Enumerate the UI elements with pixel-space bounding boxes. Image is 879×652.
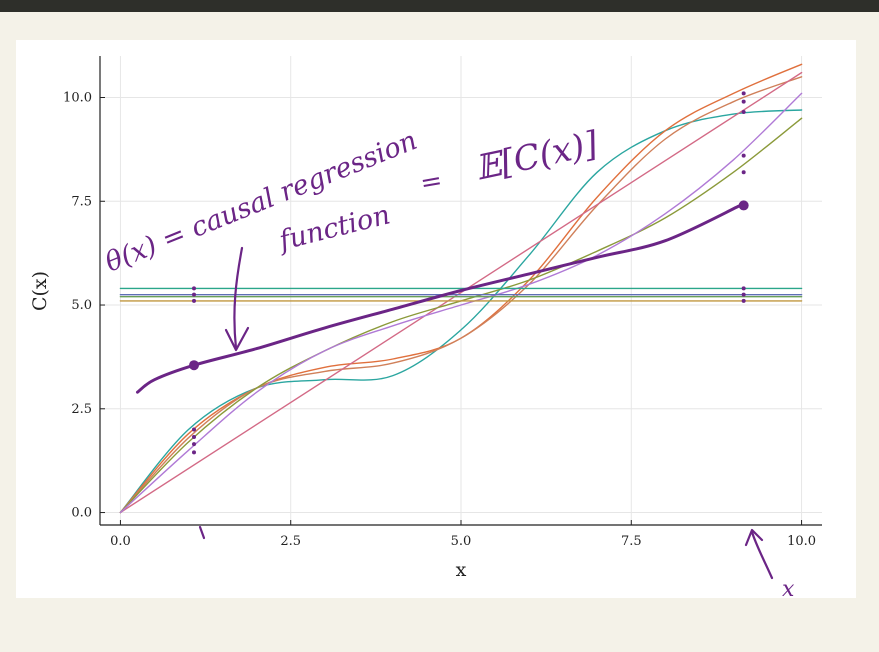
markers bbox=[188, 91, 749, 455]
series-layer bbox=[119, 63, 803, 514]
sample-dot bbox=[191, 292, 196, 297]
series-line-6 bbox=[119, 92, 803, 514]
annotation-x-mark: x bbox=[782, 577, 795, 598]
series-line-1 bbox=[119, 109, 803, 514]
sample-dot bbox=[741, 99, 746, 104]
series-causal-regression-line bbox=[136, 203, 742, 394]
y-tick-label: 7.5 bbox=[71, 194, 92, 209]
x-tick-label: 0.0 bbox=[110, 534, 131, 549]
x-tick-label: 2.5 bbox=[280, 534, 301, 549]
sample-dot bbox=[741, 110, 746, 115]
annotation-equals: = bbox=[418, 166, 445, 199]
series-line-4 bbox=[119, 71, 803, 514]
y-tick-label: 5.0 bbox=[71, 298, 92, 313]
x-tick-label: 5.0 bbox=[451, 534, 472, 549]
annotation-arrow-down bbox=[233, 246, 244, 350]
sample-dot bbox=[191, 450, 196, 455]
x-axis-title: x bbox=[456, 559, 467, 581]
sample-dot bbox=[191, 298, 196, 303]
annotation-arrow-head-up bbox=[744, 528, 764, 547]
sample-dot bbox=[741, 153, 746, 158]
annotation-function: function bbox=[274, 199, 393, 257]
sample-dot bbox=[741, 170, 746, 175]
sample-dot bbox=[741, 91, 746, 96]
annotation-expectation: 𝔼[C(x)] bbox=[472, 124, 602, 189]
series-line-3 bbox=[119, 76, 803, 514]
marker-point-1 bbox=[188, 360, 199, 371]
sample-dot bbox=[741, 292, 746, 297]
x-tick-label: 7.5 bbox=[621, 534, 642, 549]
sample-dot bbox=[191, 286, 196, 291]
y-tick-label: 10.0 bbox=[63, 91, 92, 106]
sample-dot bbox=[191, 435, 196, 440]
annotation-arrow-up bbox=[750, 530, 774, 580]
chart-svg: 0.0 2.5 5.0 7.5 10.00.02.55.07.510.0 x C(x) … bbox=[29, 56, 822, 602]
sample-dot bbox=[741, 286, 746, 291]
annotation-arrow-head-down bbox=[224, 326, 250, 352]
chart-card: 0.0 2.5 5.0 7.5 10.0 0.0 2.5 5.0 7.5 10.0 x C(x) … bbox=[16, 40, 856, 602]
y-tick-label: 2.5 bbox=[71, 402, 92, 417]
sample-dot bbox=[741, 298, 746, 303]
y-tick-label: 0.0 bbox=[71, 506, 92, 521]
ticks: 0.0 2.5 5.0 7.5 10.0 0.0 2.5 5.0 7.5 10.0 bbox=[63, 91, 816, 549]
sample-dot bbox=[191, 427, 196, 432]
sample-dot bbox=[191, 442, 196, 447]
marker-point-2 bbox=[738, 200, 749, 211]
y-axis-title: C(x) bbox=[29, 271, 51, 311]
window-top-bar bbox=[0, 0, 879, 12]
annotation-tick-mark-left bbox=[198, 525, 206, 540]
x-tick-label: 10.0 bbox=[787, 534, 816, 549]
